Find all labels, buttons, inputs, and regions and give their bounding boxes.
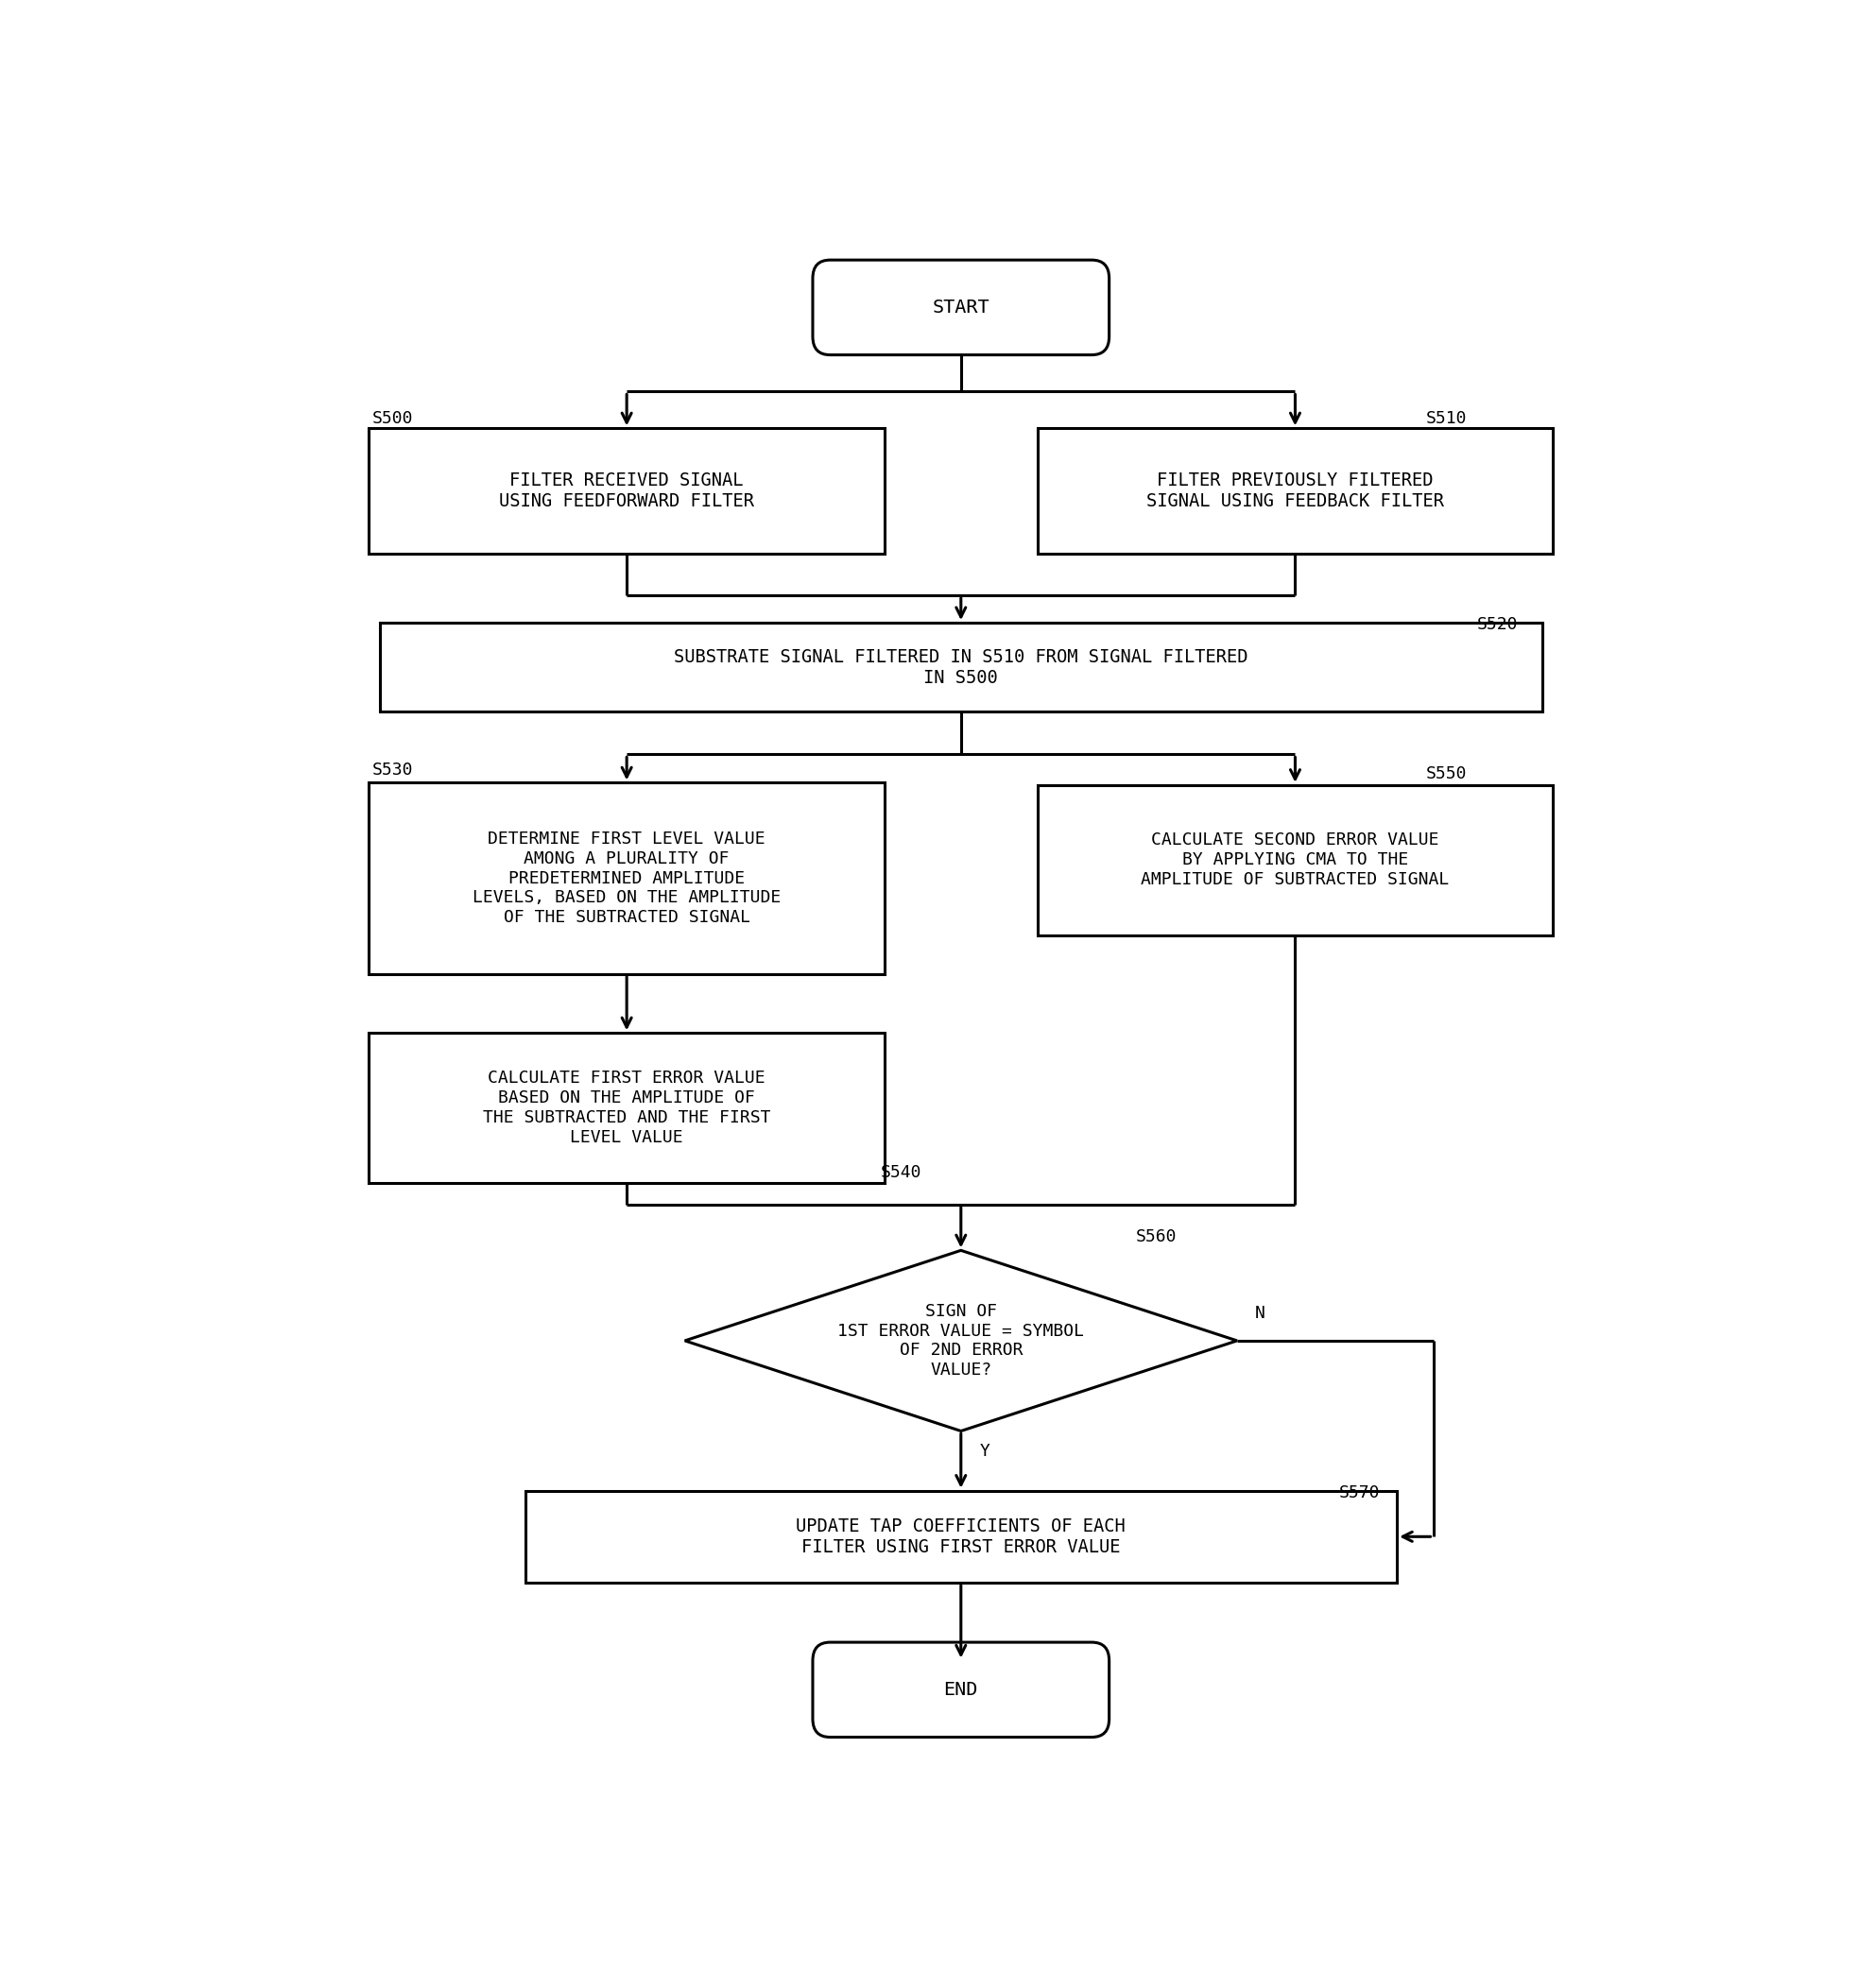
Text: S510: S510 bbox=[1427, 410, 1466, 427]
Bar bbox=[1037, 785, 1552, 934]
Bar bbox=[369, 1034, 885, 1183]
Text: SIGN OF
1ST ERROR VALUE = SYMBOL
OF 2ND ERROR
VALUE?: SIGN OF 1ST ERROR VALUE = SYMBOL OF 2ND … bbox=[838, 1302, 1084, 1380]
Text: END: END bbox=[943, 1680, 979, 1698]
FancyBboxPatch shape bbox=[812, 1642, 1110, 1738]
Bar bbox=[379, 622, 1541, 712]
Text: S500: S500 bbox=[373, 410, 414, 427]
Bar bbox=[369, 783, 885, 974]
Polygon shape bbox=[684, 1250, 1238, 1431]
Text: Y: Y bbox=[981, 1443, 990, 1461]
Text: FILTER RECEIVED SIGNAL
USING FEEDFORWARD FILTER: FILTER RECEIVED SIGNAL USING FEEDFORWARD… bbox=[499, 471, 754, 511]
Text: START: START bbox=[932, 298, 990, 316]
Text: S560: S560 bbox=[1136, 1229, 1176, 1246]
Text: DETERMINE FIRST LEVEL VALUE
AMONG A PLURALITY OF
PREDETERMINED AMPLITUDE
LEVELS,: DETERMINE FIRST LEVEL VALUE AMONG A PLUR… bbox=[472, 831, 780, 926]
Text: SUBSTRATE SIGNAL FILTERED IN S510 FROM SIGNAL FILTERED
IN S500: SUBSTRATE SIGNAL FILTERED IN S510 FROM S… bbox=[673, 648, 1249, 686]
Bar bbox=[369, 427, 885, 555]
FancyBboxPatch shape bbox=[812, 260, 1110, 356]
Bar bbox=[525, 1491, 1397, 1582]
Text: FILTER PREVIOUSLY FILTERED
SIGNAL USING FEEDBACK FILTER: FILTER PREVIOUSLY FILTERED SIGNAL USING … bbox=[1146, 471, 1444, 511]
Text: S570: S570 bbox=[1339, 1485, 1380, 1501]
Bar bbox=[1037, 427, 1552, 555]
Text: S550: S550 bbox=[1427, 765, 1466, 781]
Text: S530: S530 bbox=[373, 761, 414, 779]
Text: S540: S540 bbox=[881, 1165, 922, 1181]
Text: CALCULATE SECOND ERROR VALUE
BY APPLYING CMA TO THE
AMPLITUDE OF SUBTRACTED SIGN: CALCULATE SECOND ERROR VALUE BY APPLYING… bbox=[1142, 831, 1449, 889]
Text: S520: S520 bbox=[1478, 616, 1519, 634]
Text: N: N bbox=[1254, 1306, 1266, 1322]
Text: UPDATE TAP COEFFICIENTS OF EACH
FILTER USING FIRST ERROR VALUE: UPDATE TAP COEFFICIENTS OF EACH FILTER U… bbox=[797, 1517, 1125, 1557]
Text: CALCULATE FIRST ERROR VALUE
BASED ON THE AMPLITUDE OF
THE SUBTRACTED AND THE FIR: CALCULATE FIRST ERROR VALUE BASED ON THE… bbox=[484, 1070, 771, 1145]
